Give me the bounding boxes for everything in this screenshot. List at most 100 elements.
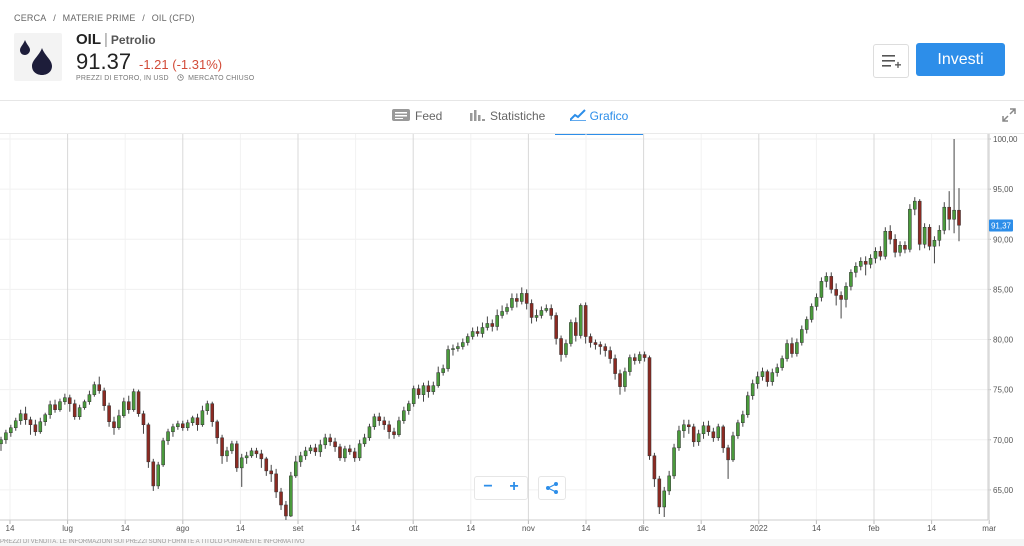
candle-down — [608, 350, 612, 359]
candle-up — [397, 420, 401, 436]
x-tick-label: feb — [868, 524, 880, 533]
candle-down — [475, 331, 480, 334]
candle-up — [913, 200, 917, 210]
tab-divider — [0, 133, 1024, 134]
x-tick-label: set — [293, 524, 304, 533]
candle-up — [795, 342, 799, 354]
candle-down — [53, 404, 57, 410]
candle-down — [893, 239, 897, 253]
candle-up — [318, 444, 323, 453]
candle-down — [141, 413, 146, 426]
candle-down — [490, 323, 495, 327]
add-to-watchlist-button[interactable] — [873, 44, 909, 78]
candle-up — [662, 490, 667, 508]
candle-up — [13, 420, 18, 429]
breadcrumb-separator: / — [53, 13, 56, 23]
candle-down — [726, 447, 730, 461]
candle-down — [269, 470, 273, 475]
candle-up — [510, 298, 514, 308]
candle-up — [0, 439, 3, 445]
fullscreen-button[interactable] — [1002, 108, 1016, 127]
feed-icon — [392, 109, 410, 121]
candle-up — [92, 384, 97, 395]
header-divider — [0, 100, 1024, 101]
x-tick-label: 14 — [236, 524, 245, 533]
y-tick-label: 90,00 — [993, 235, 1014, 244]
breadcrumb-separator: / — [142, 13, 145, 23]
candle-down — [687, 424, 691, 428]
candle-up — [87, 394, 92, 402]
candle-down — [554, 315, 558, 339]
candle-down — [598, 344, 603, 347]
candle-down — [195, 417, 200, 426]
candle-up — [539, 310, 544, 316]
candle-down — [259, 453, 264, 460]
market-status: MERCATO CHIUSO — [188, 75, 255, 82]
candle-up — [701, 425, 706, 435]
candle-down — [903, 245, 907, 250]
candle-up — [230, 443, 234, 452]
candle-down — [215, 421, 219, 439]
breadcrumb: CERCA / MATERIE PRIME / OIL (CFD) — [14, 13, 199, 23]
title-separator: | — [104, 31, 108, 48]
candle-up — [741, 414, 745, 423]
candle-up — [225, 450, 229, 457]
candle-up — [190, 417, 195, 423]
candle-down — [416, 388, 421, 395]
candle-up — [156, 464, 160, 487]
candle-up — [637, 354, 642, 361]
tab-grafico-label: Grafico — [589, 109, 629, 123]
candle-up — [343, 448, 347, 459]
tab-statistiche[interactable]: Statistiche — [470, 101, 545, 133]
breadcrumb-cerca[interactable]: CERCA — [14, 13, 47, 23]
zoom-in-button[interactable]: + — [509, 478, 519, 495]
invest-button[interactable]: Investi — [916, 43, 1005, 76]
candle-up — [9, 427, 13, 434]
candle-down — [392, 431, 396, 436]
candle-up — [672, 447, 676, 477]
candle-up — [500, 311, 504, 316]
candle-down — [642, 354, 647, 358]
clock-icon — [177, 74, 186, 82]
last-price-marker — [989, 219, 1013, 232]
candle-down — [284, 504, 288, 517]
candle-down — [549, 308, 554, 316]
tab-feed[interactable]: Feed — [392, 101, 442, 133]
candle-up — [244, 455, 249, 459]
add-to-watchlist-icon — [882, 55, 901, 68]
breadcrumb-materie-prime[interactable]: MATERIE PRIME — [62, 13, 136, 23]
candle-up — [48, 404, 52, 415]
candle-up — [942, 206, 947, 231]
candle-up — [470, 331, 475, 337]
candle-up — [819, 281, 824, 298]
tab-grafico[interactable]: Grafico — [555, 101, 643, 135]
candle-down — [151, 461, 156, 487]
x-tick-label: 14 — [466, 524, 475, 533]
x-tick-label: 14 — [351, 524, 360, 533]
x-tick-label: 2022 — [750, 524, 768, 533]
candle-up — [446, 349, 450, 369]
candle-down — [72, 403, 77, 417]
candle-down — [333, 441, 337, 448]
candle-down — [377, 416, 382, 421]
candle-up — [785, 343, 789, 359]
candle-up — [323, 437, 328, 446]
candle-up — [667, 475, 671, 492]
candle-down — [328, 437, 332, 443]
candle-up — [750, 383, 755, 396]
candle-up — [456, 346, 460, 349]
share-button[interactable] — [538, 476, 566, 500]
candle-up — [564, 343, 568, 355]
price-chart[interactable]: 100,00 95,00 90,00 85,00 80,00 75,00 70,00 65,0… — [0, 134, 1024, 539]
candle-down — [515, 298, 519, 302]
candle-down — [834, 289, 838, 296]
candle-up — [200, 410, 205, 426]
candle-up — [18, 413, 23, 421]
tab-feed-label: Feed — [415, 109, 443, 123]
candle-down — [657, 478, 662, 508]
candle-up — [43, 414, 47, 422]
candle-down — [97, 384, 102, 391]
zoom-out-button[interactable]: − — [483, 478, 493, 495]
candle-down — [559, 338, 563, 355]
candle-down — [888, 231, 892, 240]
